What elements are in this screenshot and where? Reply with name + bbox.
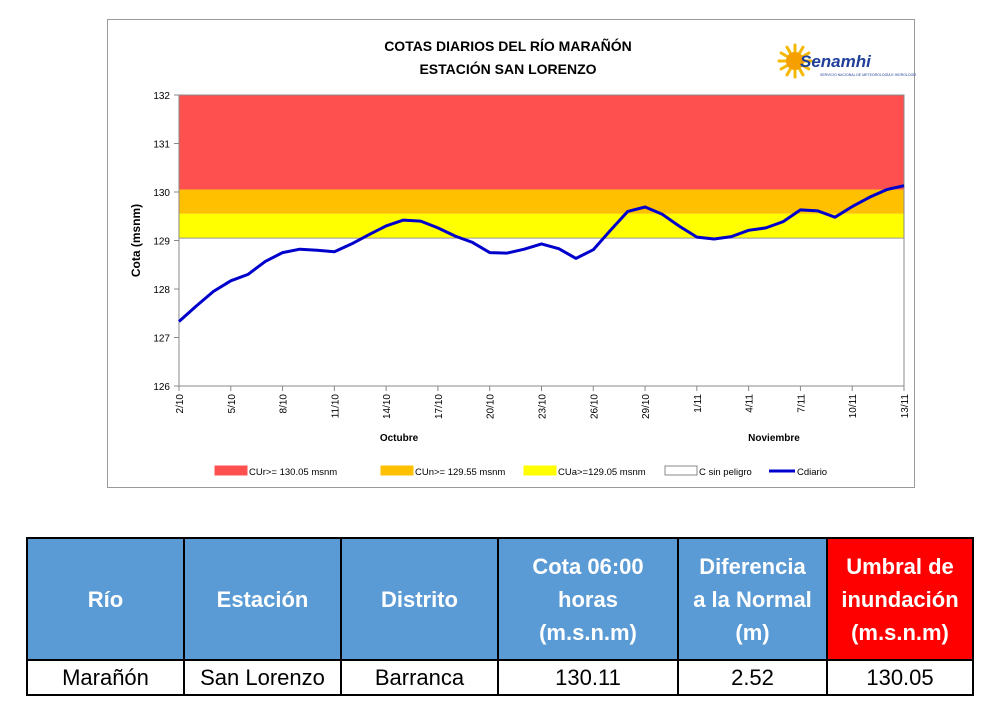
x-tick-label: 20/10 — [486, 394, 497, 419]
hydrograph-chart: COTAS DIARIOS DEL RÍO MARAÑÓN ESTACIÓN SA… — [129, 37, 916, 478]
legend-swatch-2 — [523, 465, 557, 476]
legend-swatch-1 — [380, 465, 414, 476]
sun-ray-icon — [785, 45, 793, 56]
x-tick-label: 11/10 — [330, 394, 341, 419]
table-header-row: Río Estación Distrito Cota 06:00 horas (m.… — [26, 537, 974, 661]
y-tick-label: 128 — [153, 285, 170, 296]
legend-label-1: CUn>= 129.55 msnm — [415, 467, 505, 478]
cell-diferencia: 2.52 — [677, 659, 828, 696]
x-tick-label: 17/10 — [434, 394, 445, 419]
sun-ray-icon — [785, 66, 793, 77]
x-tick-label: 13/11 — [900, 394, 911, 419]
x-tick-label: 8/10 — [279, 394, 290, 414]
x-tick-label: 29/10 — [641, 394, 652, 419]
chart-frame: COTAS DIARIOS DEL RÍO MARAÑÓN ESTACIÓN SA… — [107, 19, 916, 488]
cdiario-series-line — [177, 184, 905, 323]
header-distrito: Distrito — [340, 537, 499, 661]
header-rio: Río — [26, 537, 185, 661]
sun-ray-icon — [800, 63, 811, 71]
threshold-band-3 — [179, 238, 904, 386]
logo-caption: SERVICIO NACIONAL DE METEOROLOGÍA E HIDR… — [820, 73, 916, 77]
logo-text: Senamhi — [800, 52, 872, 71]
station-table: Río Estación Distrito Cota 06:00 horas (m.… — [26, 537, 974, 696]
threshold-band-0 — [179, 95, 904, 190]
y-tick-label: 129 — [153, 237, 170, 248]
legend-swatch-0 — [214, 465, 248, 476]
header-cota: Cota 06:00 horas (m.s.n.m) — [497, 537, 679, 661]
threshold-band-1 — [179, 189, 904, 214]
sun-ray-icon — [779, 51, 790, 59]
cell-rio: Marañón — [26, 659, 185, 696]
y-tick-label: 131 — [153, 140, 170, 151]
table-row: Marañón San Lorenzo Barranca 130.11 2.52… — [26, 659, 974, 696]
sun-ray-icon — [800, 51, 811, 59]
sun-icon — [786, 52, 804, 70]
threshold-band-2 — [179, 213, 904, 239]
y-tick-label: 127 — [153, 334, 170, 345]
y-axis-label: Cota (msnm) — [129, 204, 143, 277]
y-tick-label: 132 — [153, 91, 170, 102]
y-tick-label: 126 — [153, 382, 170, 393]
x-tick-label: 26/10 — [589, 394, 600, 419]
x-tick-label: 4/11 — [745, 394, 756, 413]
sun-ray-icon — [779, 63, 790, 71]
cell-estacion: San Lorenzo — [183, 659, 342, 696]
month-label-november: Noviembre — [748, 433, 800, 444]
legend-label-0: CUr>= 130.05 msnm — [249, 467, 337, 478]
header-diferencia: Diferencia a la Normal (m) — [677, 537, 828, 661]
x-tick-label: 5/10 — [227, 394, 238, 414]
x-tick-label: 1/11 — [693, 394, 704, 413]
chart-title-line-1: COTAS DIARIOS DEL RÍO MARAÑÓN — [384, 37, 632, 54]
cell-umbral: 130.05 — [826, 659, 974, 696]
chart-title-line-2: ESTACIÓN SAN LORENZO — [419, 60, 596, 77]
x-tick-label: 7/11 — [796, 394, 807, 413]
legend-label-series: Cdiario — [797, 467, 827, 478]
cell-cota: 130.11 — [497, 659, 679, 696]
month-label-october: Octubre — [380, 433, 419, 444]
header-umbral: Umbral de inundación (m.s.n.m) — [826, 537, 974, 661]
header-estacion: Estación — [183, 537, 342, 661]
cell-distrito: Barranca — [340, 659, 499, 696]
x-tick-label: 2/10 — [175, 394, 186, 414]
sun-ray-icon — [797, 66, 805, 77]
y-tick-label: 130 — [153, 188, 170, 199]
sun-ray-icon — [797, 45, 805, 56]
x-tick-label: 10/11 — [848, 394, 859, 419]
legend-label-3: C sin peligro — [699, 467, 752, 478]
legend-swatch-3 — [664, 465, 698, 476]
x-tick-label: 14/10 — [382, 394, 393, 419]
legend-label-2: CUa>=129.05 msnm — [558, 467, 646, 478]
x-tick-label: 23/10 — [538, 394, 549, 419]
